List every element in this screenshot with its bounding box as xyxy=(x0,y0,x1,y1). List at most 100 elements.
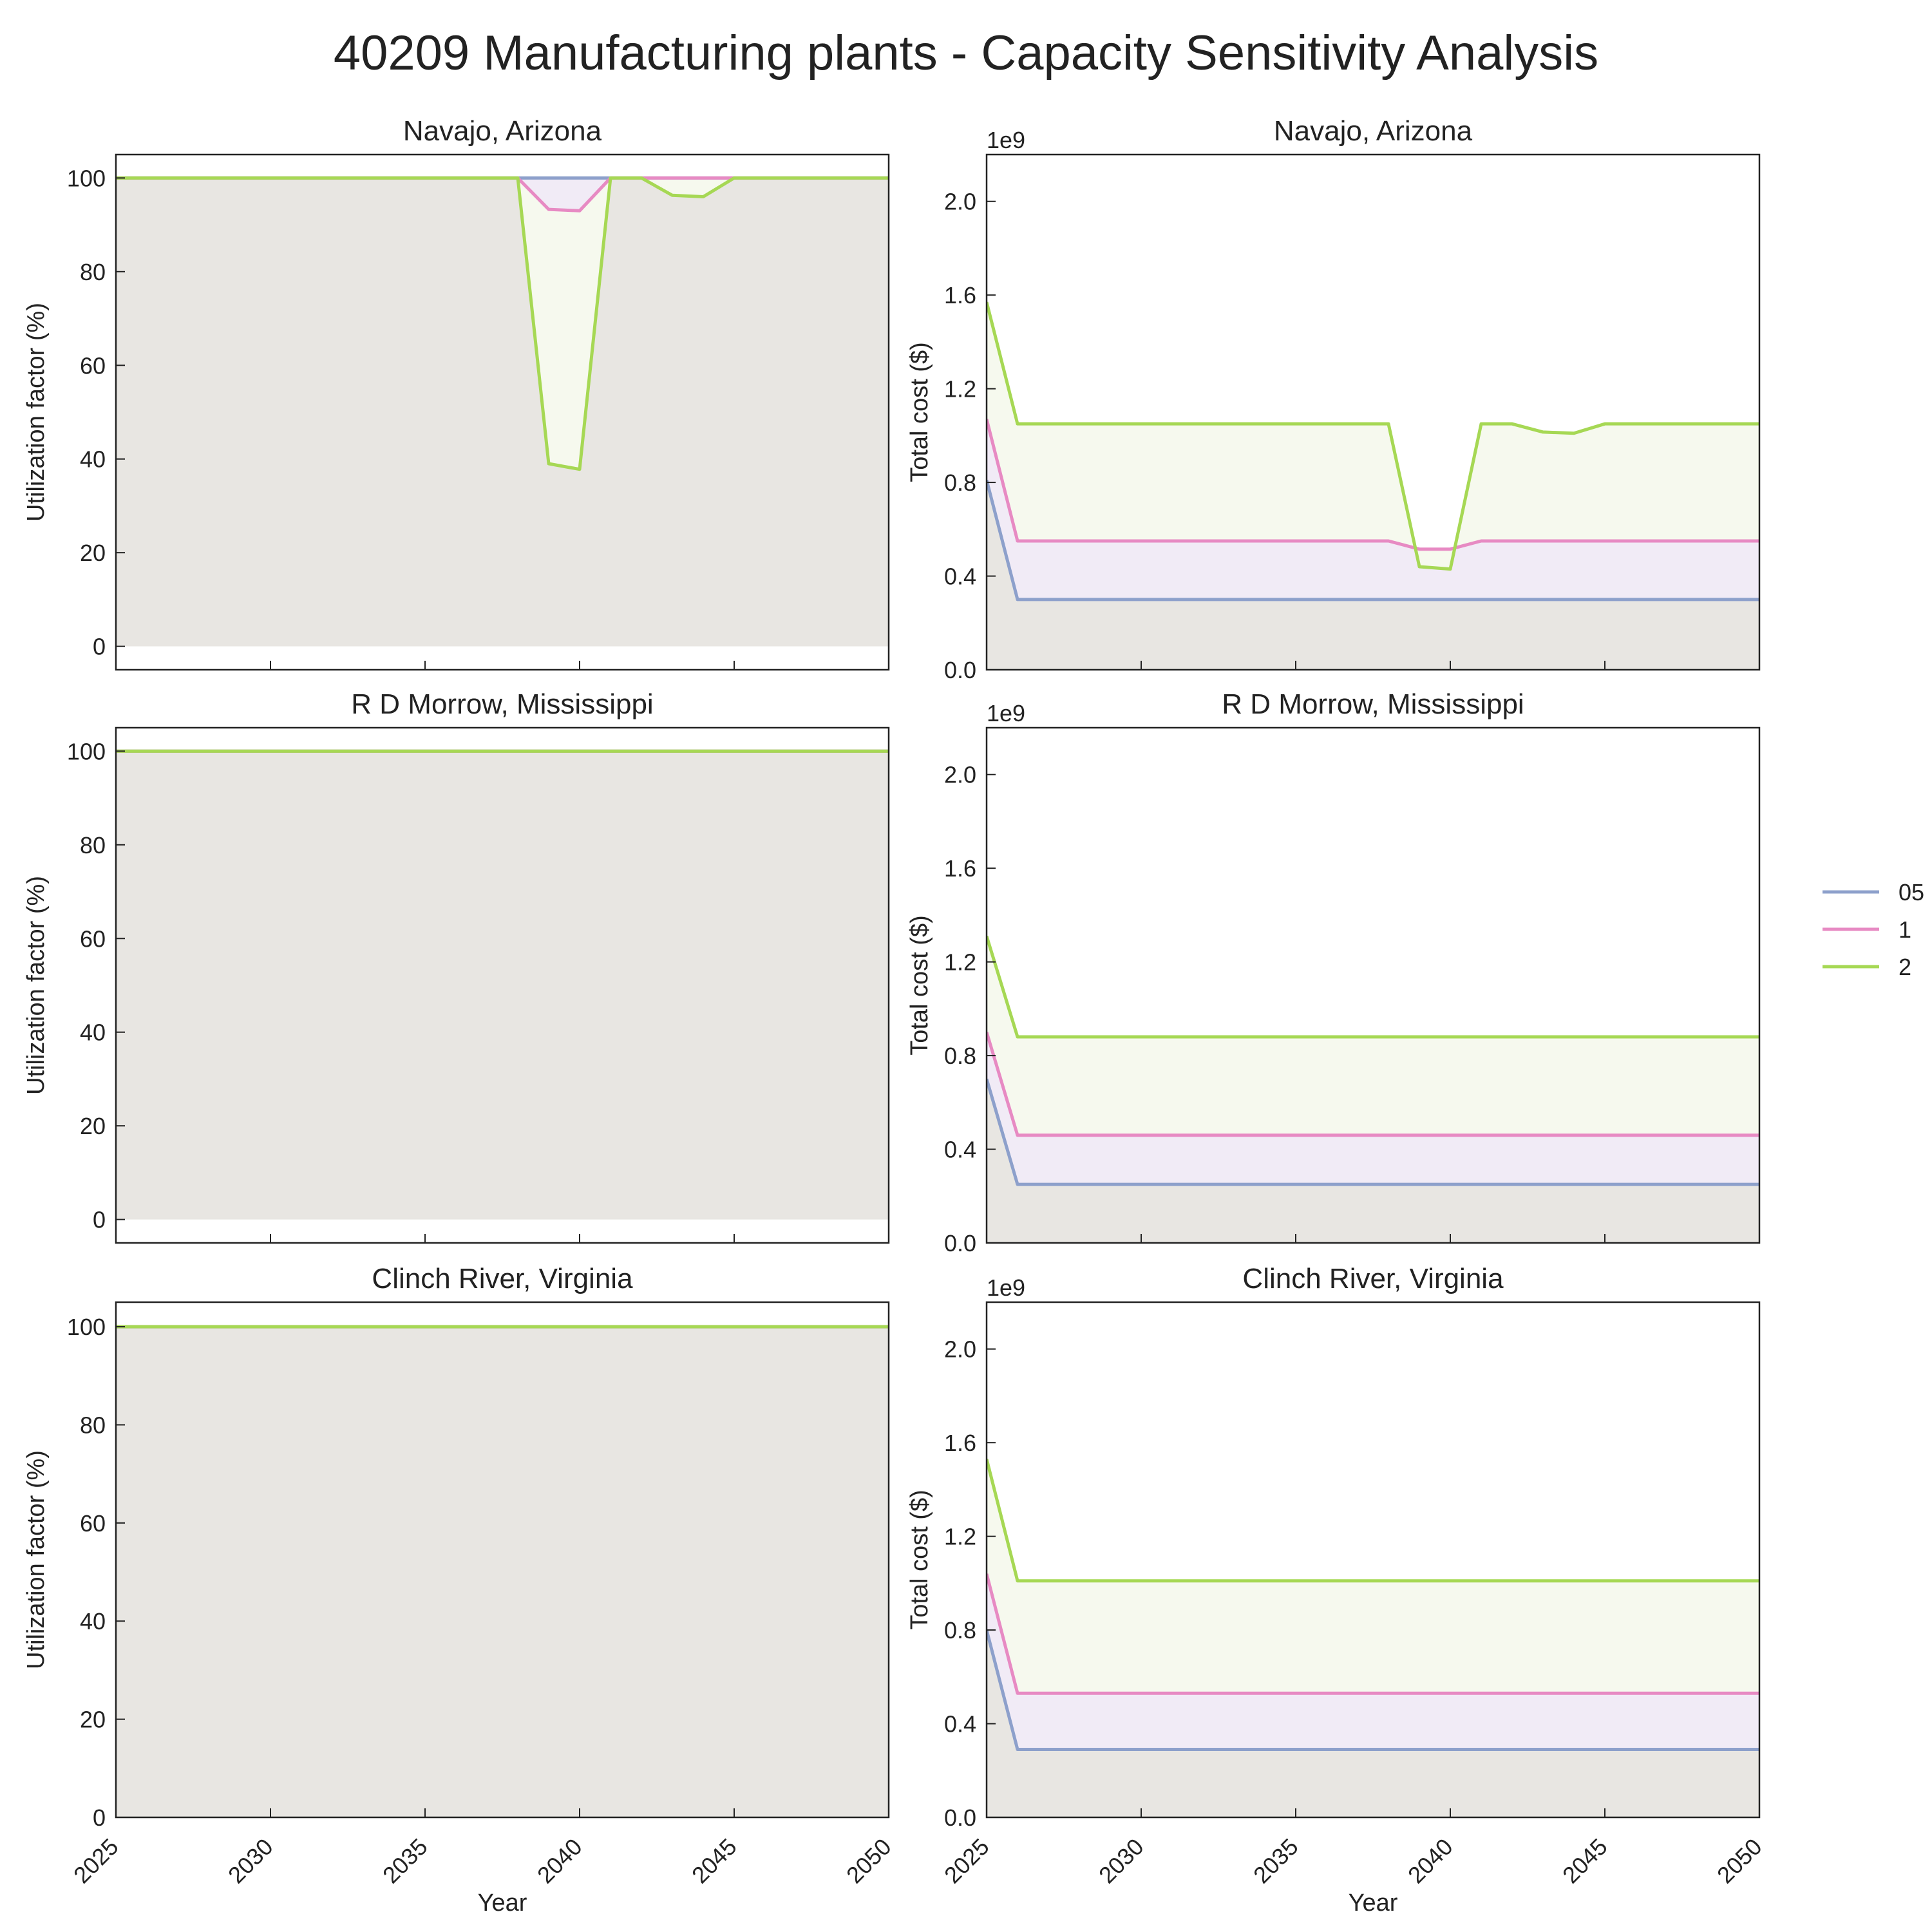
y-tick-label: 100 xyxy=(67,1314,106,1340)
legend-label: 05 xyxy=(1899,879,1924,905)
y-tick-label: 40 xyxy=(80,446,106,473)
y-tick-label: 60 xyxy=(80,1510,106,1537)
legend-label: 2 xyxy=(1899,954,1911,980)
y-tick-label: 20 xyxy=(80,1113,106,1139)
y-tick-label: 0 xyxy=(93,1804,106,1831)
fill-area-1 xyxy=(116,751,889,1220)
fill-area-1 xyxy=(116,178,889,647)
series-line-2 xyxy=(987,1459,1759,1583)
panel-title: R D Morrow, Mississippi xyxy=(1222,688,1524,720)
series-line-2 xyxy=(987,301,1759,571)
panel-title: R D Morrow, Mississippi xyxy=(351,688,653,720)
axis-offset-text: 1e9 xyxy=(987,700,1025,726)
fill-area-1 xyxy=(987,1079,1759,1243)
fill-area-1 xyxy=(987,480,1759,670)
axes-frame xyxy=(115,1301,890,1819)
legend-item-05: 05 xyxy=(1823,879,1924,905)
axes-frame xyxy=(985,1301,1761,1819)
y-tick-label: 1.6 xyxy=(944,282,976,308)
y-tick-label: 0 xyxy=(93,1207,106,1233)
plot-area xyxy=(116,749,889,1220)
series-line-05 xyxy=(987,1078,1759,1186)
series-line-05 xyxy=(987,1629,1759,1752)
series-line-1 xyxy=(987,1573,1759,1695)
fill-area-3 xyxy=(987,302,1759,569)
plot-area xyxy=(987,935,1759,1243)
axis-offset-text: 1e9 xyxy=(987,1274,1025,1301)
series-line-1 xyxy=(987,419,1759,551)
axis-offset-text: 1e9 xyxy=(987,127,1025,153)
y-tick-label: 80 xyxy=(80,832,106,858)
y-tick-label: 0.8 xyxy=(944,1043,976,1069)
x-axis-label: Year xyxy=(1349,1889,1398,1917)
fill-area-2 xyxy=(987,1573,1759,1750)
y-tick-label: 60 xyxy=(80,352,106,379)
series-line-2 xyxy=(116,176,889,471)
y-tick-label: 0.4 xyxy=(944,564,976,590)
y-tick-label: 80 xyxy=(80,259,106,285)
y-tick-label: 0 xyxy=(93,634,106,660)
y-tick-label: 1.6 xyxy=(944,855,976,882)
axes-frame xyxy=(985,726,1761,1244)
fill-area-3 xyxy=(987,1459,1759,1694)
series-line-1 xyxy=(987,1032,1759,1137)
fill-area-3 xyxy=(987,936,1759,1135)
y-tick-label: 1.2 xyxy=(944,1524,976,1550)
y-tick-label: 100 xyxy=(67,738,106,764)
y-tick-label: 60 xyxy=(80,925,106,952)
y-tick-label: 1.2 xyxy=(944,949,976,976)
y-tick-label: 100 xyxy=(67,165,106,191)
y-tick-label: 2.0 xyxy=(944,189,976,215)
y-tick-label: 0.8 xyxy=(944,469,976,496)
plot-area xyxy=(116,176,889,647)
figure-title: 40209 Manufacturing plants - Capacity Se… xyxy=(334,26,1598,80)
panel-1: Navajo, Arizona 0 20 40 60 80 100 Utilization f… xyxy=(23,115,890,671)
legend-label: 1 xyxy=(1899,916,1911,943)
panel-title: Clinch River, Virginia xyxy=(372,1263,633,1294)
y-axis-label: Utilization factor (%) xyxy=(23,303,50,522)
plot-area xyxy=(116,1325,889,1817)
panel-4: R D Morrow, Mississippi 0.0 0.4 0.8 1.2 1.6 2.… xyxy=(906,688,1761,1256)
y-tick-label: 0.8 xyxy=(944,1617,976,1643)
y-tick-label: 0.0 xyxy=(944,1804,976,1831)
panel-6: Clinch River, Virginia 0.0 0.4 0.8 1.2 1.6 2.0… xyxy=(906,1263,1767,1917)
y-tick-label: 1.2 xyxy=(944,376,976,402)
legend: 05 1 2 xyxy=(1823,879,1924,980)
panel-3: R D Morrow, Mississippi 0 20 40 60 80 100 Utili… xyxy=(23,688,890,1244)
axes-frame xyxy=(115,153,890,671)
panel-2: Navajo, Arizona 0.0 0.4 0.8 1.2 1.6 2.0 Total c… xyxy=(906,115,1761,683)
fill-area-2 xyxy=(987,1032,1759,1185)
y-tick-label: 2.0 xyxy=(944,762,976,788)
panel-title: Navajo, Arizona xyxy=(403,115,602,147)
fill-area-1 xyxy=(116,1327,889,1817)
y-axis-label: Total cost ($) xyxy=(906,342,933,482)
fill-area-1 xyxy=(987,1630,1759,1817)
y-axis-label: Total cost ($) xyxy=(906,915,933,1056)
plot-area xyxy=(987,1459,1759,1817)
y-tick-label: 20 xyxy=(80,540,106,566)
y-axis-label: Total cost ($) xyxy=(906,1490,933,1630)
y-tick-label: 1.6 xyxy=(944,1430,976,1456)
y-tick-label: 0.0 xyxy=(944,1230,976,1256)
panels: Navajo, Arizona 0 20 40 60 80 100 Utilization f… xyxy=(23,115,1767,1917)
fill-area-2 xyxy=(987,419,1759,600)
y-axis-label: Utilization factor (%) xyxy=(23,1450,50,1669)
y-axis-label: Utilization factor (%) xyxy=(23,876,50,1095)
series-line-2 xyxy=(987,935,1759,1039)
y-tick-label: 20 xyxy=(80,1707,106,1733)
panel-title: Clinch River, Virginia xyxy=(1242,1263,1504,1294)
y-tick-label: 0.0 xyxy=(944,657,976,683)
legend-item-1: 1 xyxy=(1823,916,1911,943)
y-tick-label: 40 xyxy=(80,1608,106,1634)
y-tick-label: 80 xyxy=(80,1412,106,1438)
axes-frame xyxy=(985,153,1761,671)
panel-title: Navajo, Arizona xyxy=(1274,115,1473,147)
y-tick-label: 0.4 xyxy=(944,1137,976,1163)
y-tick-label: 40 xyxy=(80,1019,106,1046)
series-line-05 xyxy=(987,479,1759,601)
y-tick-label: 0.4 xyxy=(944,1711,976,1738)
y-tick-label: 2.0 xyxy=(944,1336,976,1363)
x-axis-label: Year xyxy=(478,1889,527,1917)
